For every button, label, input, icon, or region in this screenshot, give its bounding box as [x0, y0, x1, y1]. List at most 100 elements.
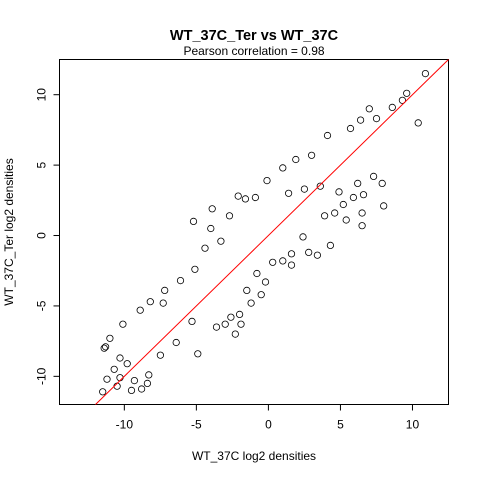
- x-tick-label: 10: [406, 418, 420, 432]
- data-point: [305, 248, 313, 256]
- y-tick-label: 0: [35, 232, 49, 239]
- data-point: [320, 212, 329, 220]
- data-point: [138, 385, 146, 393]
- chart-title: WT_37C_Ter vs WT_37C: [170, 28, 339, 44]
- data-point: [372, 115, 381, 123]
- data-point: [207, 224, 215, 233]
- data-point: [103, 375, 111, 383]
- data-point: [234, 192, 242, 200]
- data-point: [331, 209, 339, 217]
- data-point: [323, 131, 332, 140]
- data-point: [146, 298, 154, 306]
- data-point: [358, 209, 366, 217]
- data-point: [287, 250, 296, 258]
- data-point: [143, 379, 151, 387]
- data-point: [326, 241, 334, 249]
- chart-subtitle: Pearson correlation = 0.98: [183, 44, 324, 58]
- data-point: [257, 291, 265, 299]
- data-point: [99, 388, 107, 396]
- x-tick-label: -5: [191, 418, 202, 432]
- data-point: [243, 286, 251, 294]
- y-tick-label: -5: [35, 300, 49, 311]
- data-point: [225, 212, 234, 220]
- data-point: [263, 177, 271, 185]
- data-point: [106, 334, 114, 342]
- data-point: [123, 360, 131, 368]
- data-point: [378, 179, 386, 187]
- data-point: [346, 124, 355, 133]
- data-point: [269, 258, 277, 266]
- data-point: [176, 276, 185, 285]
- data-point: [119, 320, 127, 328]
- data-point: [136, 306, 144, 314]
- data-point: [227, 313, 235, 321]
- data-point: [212, 323, 221, 331]
- data-point: [127, 386, 136, 394]
- data-point: [335, 188, 343, 196]
- data-point: [251, 193, 259, 202]
- data-point: [307, 151, 316, 159]
- data-point: [130, 376, 138, 385]
- data-point: [359, 191, 368, 199]
- data-point: [159, 299, 167, 307]
- data-point: [189, 217, 198, 225]
- data-point: [102, 343, 110, 351]
- data-point: [369, 172, 378, 180]
- data-point: [156, 351, 164, 359]
- data-point: [313, 251, 321, 259]
- data-point: [110, 365, 118, 373]
- points-layer: [99, 70, 429, 396]
- data-point: [284, 189, 293, 197]
- data-point: [316, 182, 324, 190]
- data-point: [116, 354, 124, 362]
- data-point: [299, 233, 307, 241]
- data-point: [356, 116, 365, 124]
- y-tick-label: 10: [35, 88, 49, 102]
- data-point: [231, 330, 239, 338]
- y-axis: -10 -5 0 5 10: [35, 88, 60, 385]
- x-axis-label: WT_37C log2 densities: [192, 449, 316, 463]
- data-point: [403, 89, 411, 97]
- data-point: [191, 265, 199, 273]
- x-axis: -10 -5 0 5 10: [116, 404, 420, 432]
- data-point: [247, 299, 255, 307]
- data-point: [201, 244, 209, 252]
- fit-line: [95, 59, 449, 405]
- data-point: [188, 317, 196, 325]
- data-point: [388, 103, 396, 112]
- data-point: [421, 70, 429, 78]
- data-point: [414, 119, 422, 127]
- data-point: [237, 320, 245, 328]
- data-point: [342, 216, 350, 224]
- data-point: [380, 202, 388, 210]
- data-point: [194, 350, 202, 358]
- x-tick-label: 0: [265, 418, 272, 432]
- data-point: [287, 261, 296, 269]
- data-point: [221, 320, 229, 328]
- data-point: [279, 164, 287, 172]
- data-point: [217, 237, 225, 245]
- y-tick-label: -10: [35, 367, 49, 385]
- data-point: [172, 338, 180, 347]
- data-point: [208, 205, 216, 213]
- data-point: [339, 200, 347, 209]
- data-point: [161, 286, 169, 294]
- data-point: [354, 179, 362, 187]
- data-point: [100, 344, 108, 352]
- x-tick-label: -10: [116, 418, 134, 432]
- data-point: [145, 371, 153, 379]
- data-point: [241, 195, 249, 203]
- data-point: [358, 222, 366, 230]
- y-tick-label: 5: [35, 161, 49, 168]
- data-point: [365, 105, 373, 113]
- data-point: [349, 193, 357, 202]
- data-point: [398, 96, 406, 104]
- y-axis-label: WT_37C_Ter log2 densities: [2, 158, 16, 305]
- data-point: [236, 310, 244, 318]
- fit-line-layer: [95, 59, 449, 405]
- x-tick-label: 5: [337, 418, 344, 432]
- data-point: [261, 278, 270, 286]
- plot-area: [59, 59, 449, 405]
- data-point: [279, 257, 287, 265]
